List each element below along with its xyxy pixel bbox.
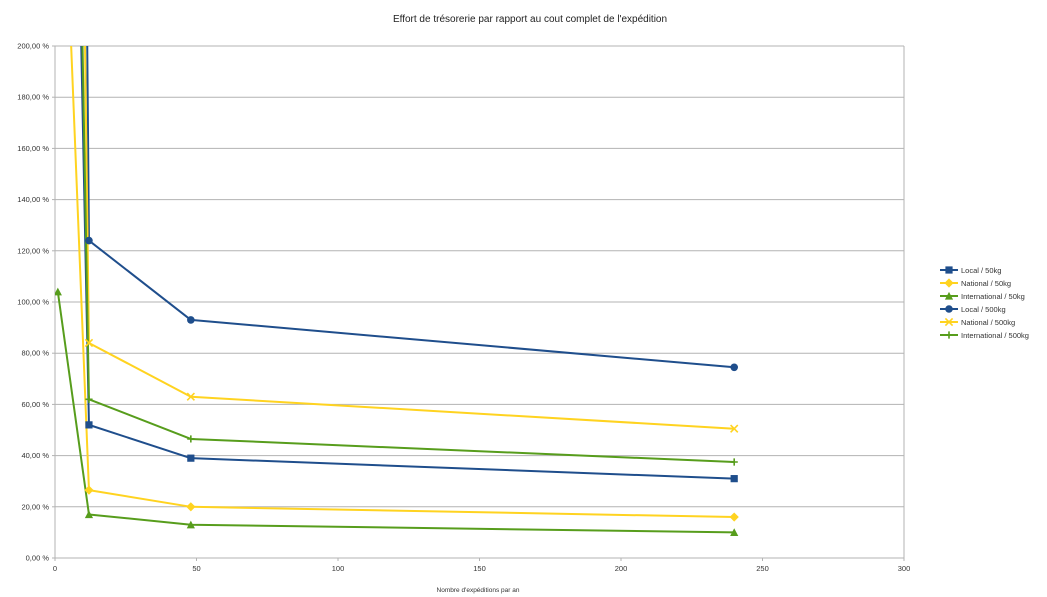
series-line-0 — [80, 46, 735, 480]
data-point — [186, 520, 195, 529]
series-markers — [55, 236, 739, 536]
legend-label: National / 500kg — [961, 318, 1015, 327]
data-point — [85, 421, 93, 429]
data-point — [187, 454, 195, 462]
data-point — [730, 363, 738, 372]
chart-title: Effort de trésorerie par rapport au cout… — [393, 14, 667, 25]
legend-swatch-marker — [945, 331, 953, 339]
axes — [52, 45, 905, 561]
y-tick-label: 160,00 % — [17, 144, 49, 153]
legend: Local / 50kg National / 50kg International… — [940, 266, 1029, 340]
series — [56, 46, 735, 534]
data-point — [730, 528, 739, 536]
legend-label: Local / 500kg — [961, 305, 1006, 314]
data-point — [85, 236, 93, 245]
data-point — [729, 512, 739, 522]
legend-swatch-marker — [945, 266, 953, 274]
series-line-4 — [84, 46, 735, 430]
x-tick-label: 150 — [473, 564, 486, 573]
legend-swatch-marker — [944, 317, 954, 327]
data-point — [186, 502, 196, 512]
data-point — [730, 458, 738, 466]
series-line-3 — [86, 46, 735, 369]
x-axis-label: Nombre d'expéditions par an — [437, 587, 520, 594]
legend-label: International / 500kg — [961, 331, 1029, 340]
y-tick-label: 140,00 % — [17, 195, 49, 204]
legend-label: Local / 50kg — [961, 266, 1001, 275]
y-tick-labels: 0,00 % 20,00 % 40,00 % 60,00 % 80,00 % 100,00… — [17, 42, 49, 563]
data-point — [84, 485, 94, 495]
data-point — [730, 424, 739, 433]
y-tick-label: 80,00 % — [21, 349, 49, 358]
data-point — [84, 510, 94, 519]
y-tick-label: 0,00 % — [26, 554, 50, 563]
x-tick-label: 0 — [53, 564, 57, 573]
data-point — [730, 475, 738, 483]
series-line-1 — [70, 46, 735, 519]
data-point — [55, 287, 62, 296]
y-tick-label: 200,00 % — [17, 42, 49, 51]
legend-label: International / 50kg — [961, 292, 1025, 301]
y-tick-label: 120,00 % — [17, 246, 49, 255]
data-point — [187, 316, 195, 324]
x-tick-label: 100 — [332, 564, 345, 573]
data-point — [187, 435, 195, 443]
x-tick-label: 50 — [192, 564, 200, 573]
legend-swatch-marker — [944, 278, 954, 288]
y-tick-label: 100,00 % — [17, 298, 49, 307]
data-point — [186, 392, 196, 401]
grid — [55, 45, 904, 559]
y-tick-label: 60,00 % — [21, 400, 49, 409]
x-tick-labels: 0 50 100 150 200 250 300 — [53, 564, 910, 573]
legend-swatch-marker — [944, 291, 954, 300]
series-line-5 — [81, 46, 735, 463]
legend-swatch-marker — [945, 305, 953, 313]
legend-label: National / 50kg — [961, 279, 1011, 288]
y-tick-label: 20,00 % — [21, 502, 49, 511]
data-point — [85, 395, 93, 403]
y-tick-label: 40,00 % — [21, 451, 49, 460]
data-point — [84, 338, 94, 348]
x-tick-label: 200 — [615, 564, 628, 573]
x-tick-label: 300 — [898, 564, 911, 573]
series-line-2 — [56, 291, 735, 534]
y-tick-label: 180,00 % — [17, 93, 49, 102]
x-tick-label: 250 — [756, 564, 769, 573]
